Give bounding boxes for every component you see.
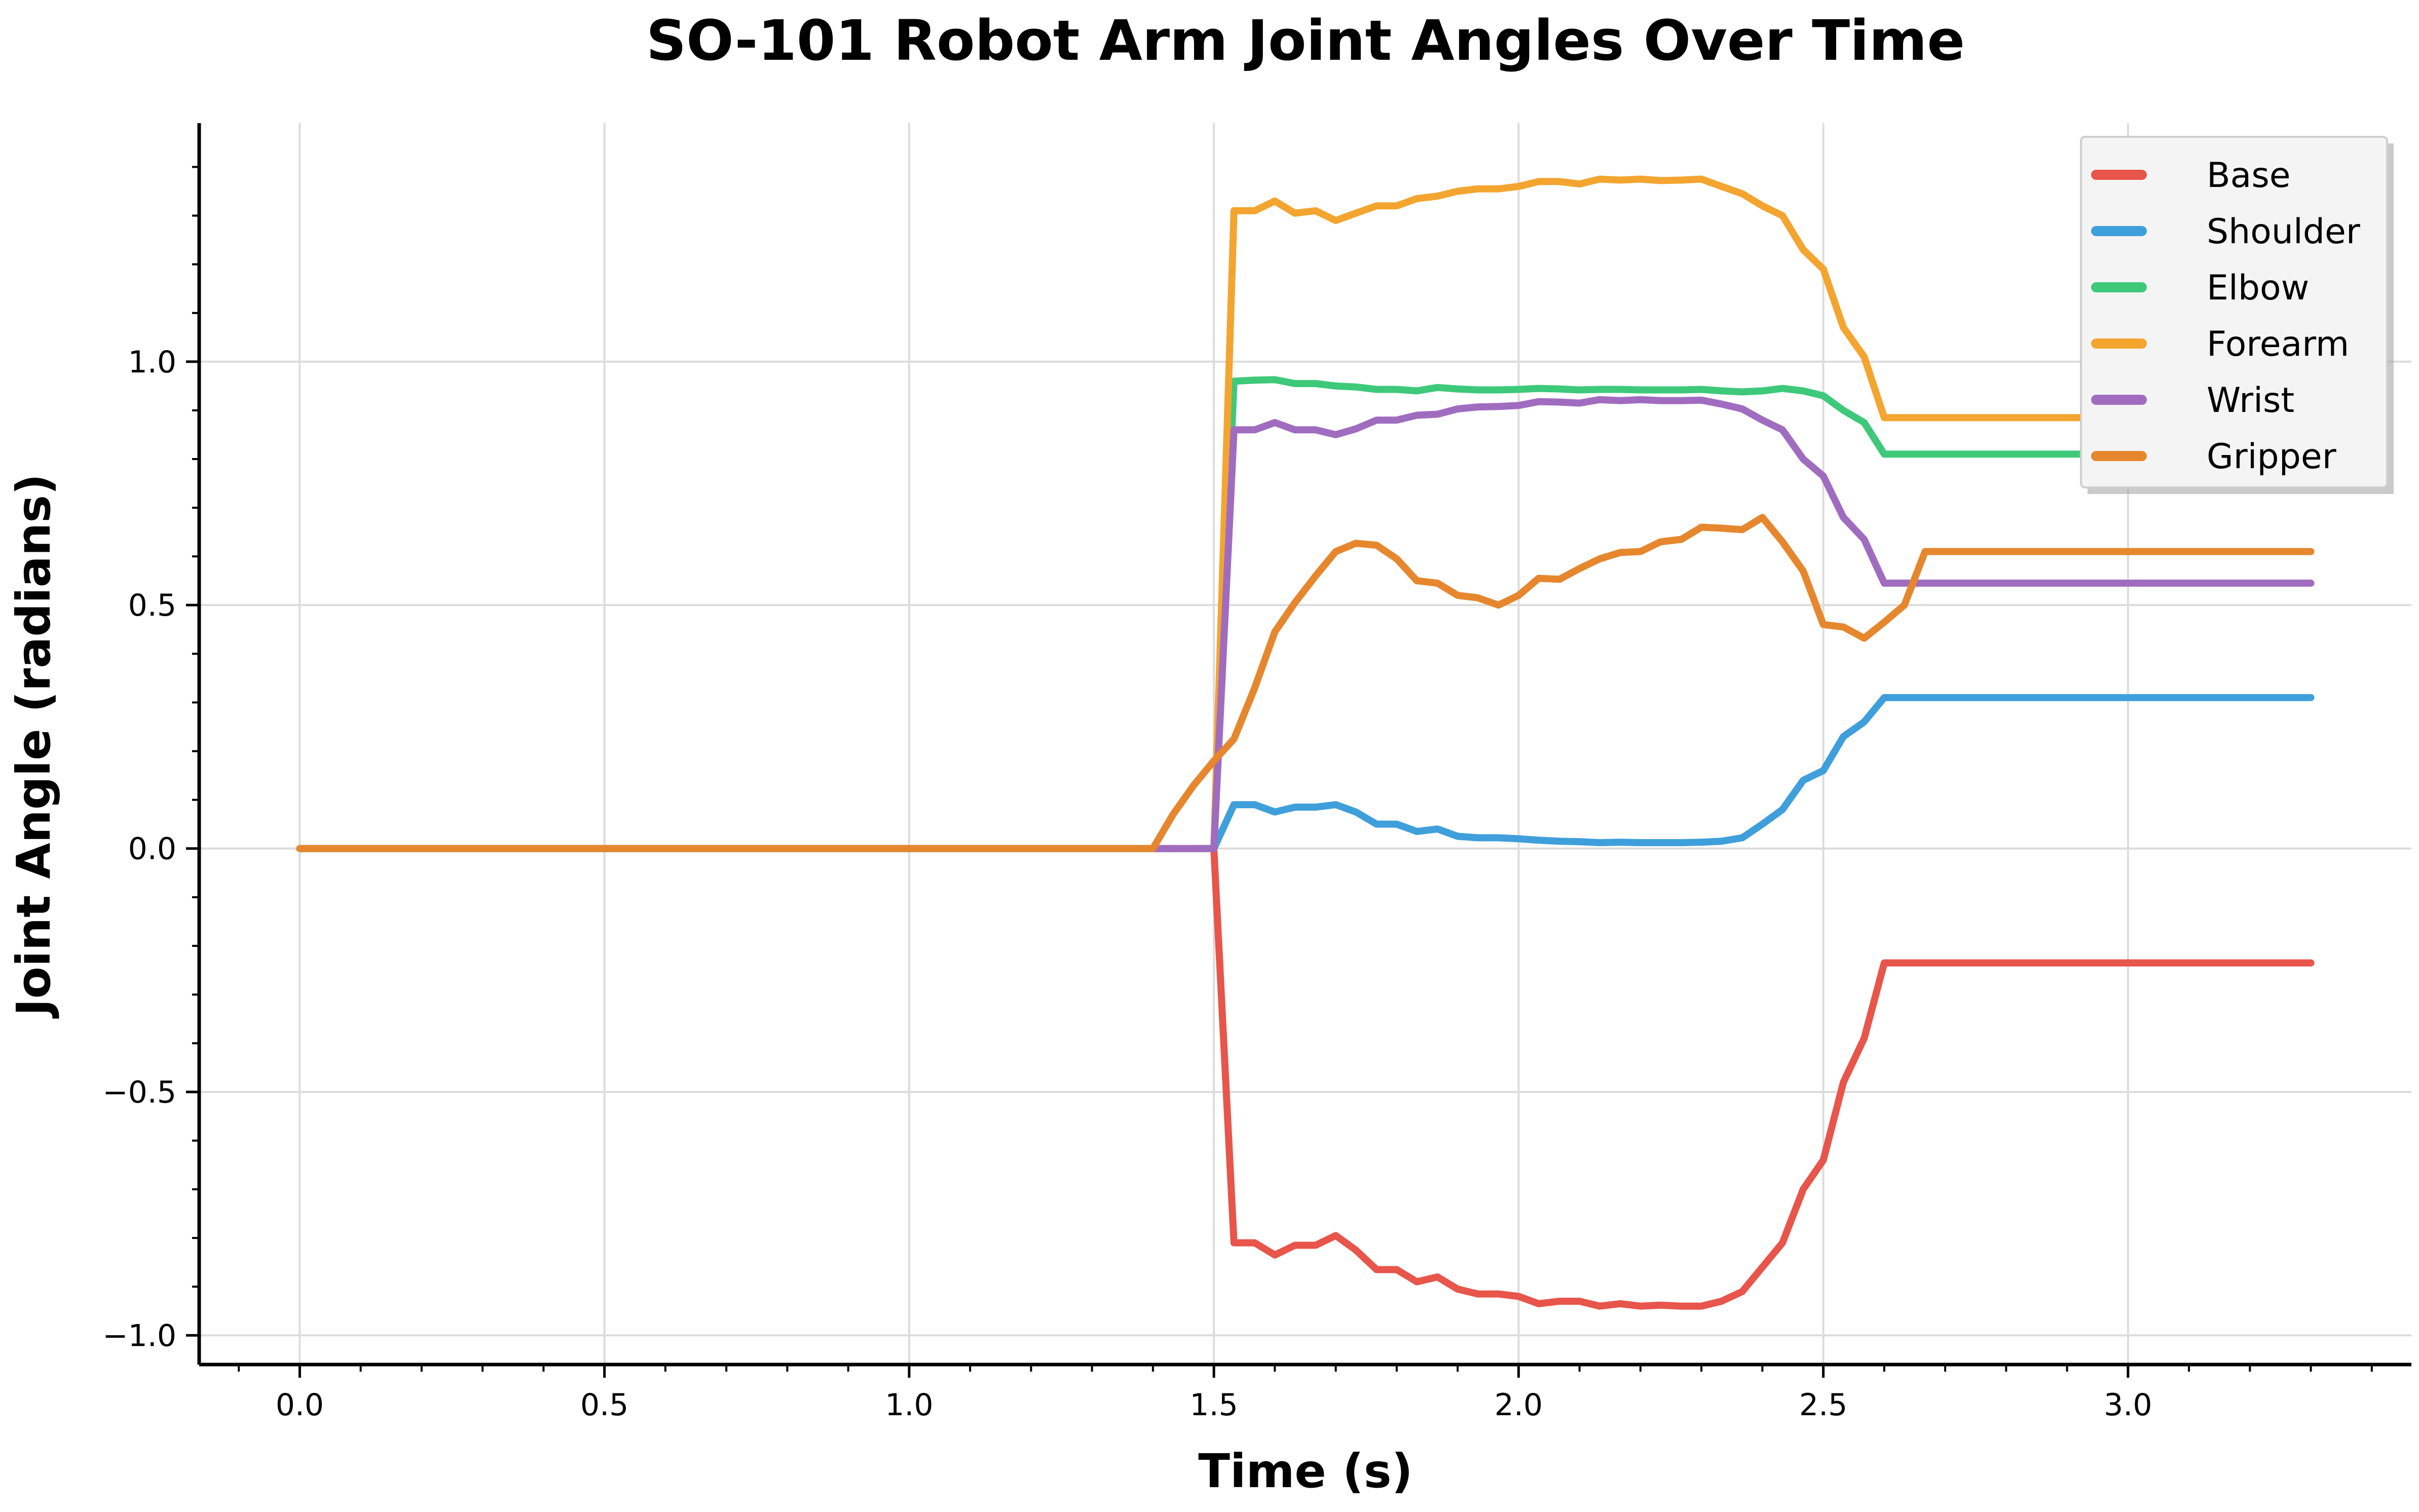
y-tick-label: 0.0 xyxy=(128,831,176,867)
legend-label-elbow: Elbow xyxy=(2207,268,2309,308)
series-line-shoulder xyxy=(296,694,2315,852)
y-tick-label: 1.0 xyxy=(128,345,176,380)
ticks: 0.0 0.5 1.0 1.5 2.0 2.5 3.0 −1.0 −0.5 0.0 0.5 1.0 xyxy=(102,166,2373,1423)
x-tick-label: 1.0 xyxy=(885,1387,933,1423)
series-line-wrist xyxy=(296,396,2315,852)
chart-title: SO-101 Robot Arm Joint Angles Over Time xyxy=(646,8,1965,73)
y-axis-label: Joint Angle (radians) xyxy=(7,474,61,1019)
y-tick-label: 0.5 xyxy=(128,588,176,623)
x-tick-label: 2.0 xyxy=(1495,1387,1543,1423)
series-line-gripper xyxy=(296,514,2315,852)
x-tick-label: 0.5 xyxy=(580,1387,628,1423)
x-tick-label: 2.5 xyxy=(1799,1387,1847,1423)
x-tick-label: 1.5 xyxy=(1189,1387,1238,1423)
y-tick-label: −0.5 xyxy=(102,1075,176,1110)
legend: Base Shoulder Elbow Forearm Wrist Gripper xyxy=(2080,136,2394,494)
legend-label-base: Base xyxy=(2207,156,2291,196)
legend-label-gripper: Gripper xyxy=(2207,437,2336,477)
series-line-forearm xyxy=(296,175,2315,852)
grid xyxy=(199,123,2411,1365)
series-line-elbow xyxy=(296,376,2315,852)
x-tick-label: 3.0 xyxy=(2104,1387,2152,1423)
legend-label-shoulder: Shoulder xyxy=(2207,212,2360,252)
series-lines xyxy=(296,175,2315,1310)
legend-box xyxy=(2080,136,2388,488)
axes xyxy=(197,123,2411,1367)
x-tick-label: 0.0 xyxy=(276,1387,324,1423)
y-tick-label: −1.0 xyxy=(102,1318,176,1353)
series-line-base xyxy=(296,845,2315,1310)
legend-label-wrist: Wrist xyxy=(2207,381,2294,421)
legend-label-forearm: Forearm xyxy=(2207,324,2349,364)
x-axis-label: Time (s) xyxy=(1198,1444,1412,1498)
